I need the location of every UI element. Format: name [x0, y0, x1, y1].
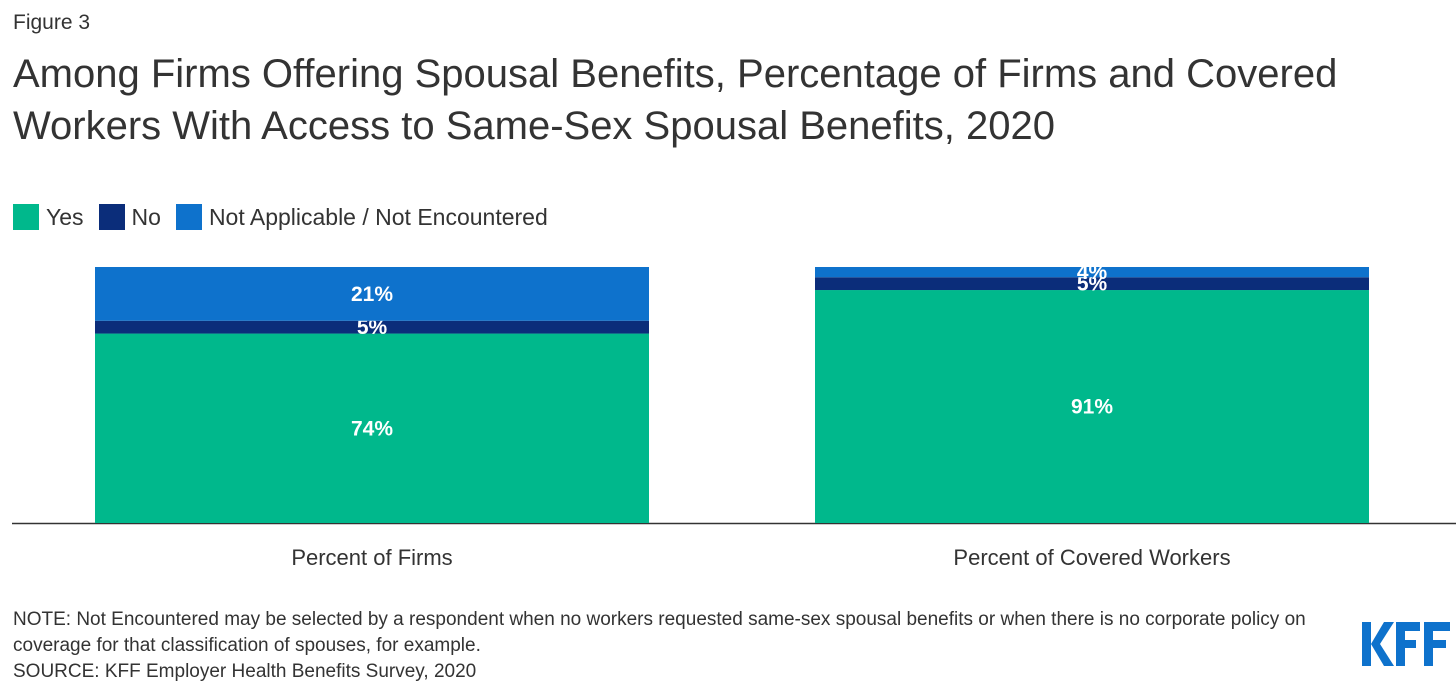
legend-swatch-yes [13, 204, 39, 230]
legend-label-yes: Yes [46, 203, 84, 230]
category-label-2: Percent of Covered Workers [953, 545, 1230, 570]
bar-segment-no-2 [815, 277, 1369, 291]
bar-segment-not-applicable-not-encountered-1 [95, 267, 649, 321]
legend-item-yes: Yes [13, 204, 84, 231]
figure-label: Figure 3 [13, 11, 91, 34]
legend-label-no: No [131, 203, 161, 230]
bar-segment-yes-2 [815, 290, 1369, 523]
data-label-yes-2: 91% [1071, 396, 1113, 419]
chart-notes: NOTE: Not Encountered may be selected by… [13, 607, 1343, 685]
bar-segment-no-1 [95, 320, 649, 334]
legend: Yes No Not Applicable / Not Encountered [13, 202, 563, 232]
data-label-yes-1: 74% [351, 417, 393, 440]
data-label-no-1: 5% [357, 316, 388, 339]
legend-label-not-applicable: Not Applicable / Not Encountered [208, 203, 548, 230]
data-label-not-applicable-not-encountered-1: 21% [351, 283, 393, 306]
legend-swatch-no [98, 204, 125, 230]
chart-title: Among Firms Offering Spousal Benefits, P… [13, 52, 1338, 148]
note-text: NOTE: Not Encountered may be selected by… [13, 609, 1306, 656]
bar-segment-yes-1 [95, 333, 649, 523]
source-text: SOURCE: KFF Employer Health Benefits Sur… [13, 661, 477, 682]
bar-segment-not-applicable-not-encountered-2 [815, 267, 1369, 278]
legend-swatch-not-applicable [175, 204, 202, 230]
category-label-1: Percent of Firms [291, 545, 452, 570]
data-label-no-2: 5% [1077, 273, 1108, 296]
legend-item-not-applicable: Not Applicable / Not Encountered [175, 203, 548, 231]
kff-logo [1362, 622, 1450, 666]
legend-item-no: No [98, 203, 161, 231]
data-label-not-applicable-not-encountered-2: 4% [1077, 261, 1108, 284]
